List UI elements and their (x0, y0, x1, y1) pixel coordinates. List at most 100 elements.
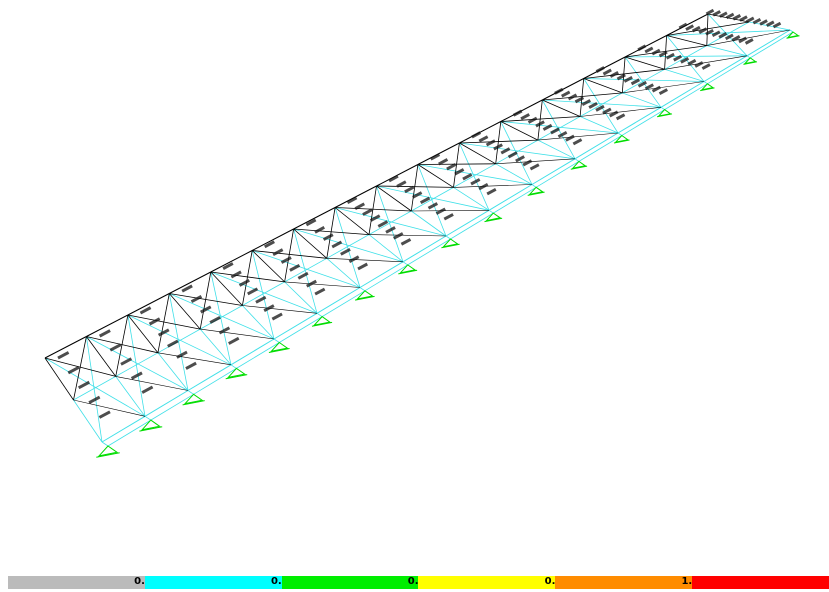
fixed-support-icon[interactable] (355, 290, 375, 301)
top-chord-member[interactable] (44, 336, 87, 359)
transverse-member[interactable] (537, 139, 576, 160)
brace-member[interactable] (334, 207, 361, 288)
diagonal-member[interactable] (495, 158, 576, 165)
brace-member[interactable] (127, 314, 232, 366)
lower-edge-member[interactable] (749, 31, 794, 59)
diagonal-member[interactable] (284, 228, 294, 282)
bottom-chord-member[interactable] (445, 209, 490, 237)
vertical-member[interactable] (101, 441, 109, 447)
bottom-chord-member[interactable] (273, 312, 318, 340)
diagonal-member[interactable] (411, 210, 490, 212)
lower-edge-member[interactable] (193, 368, 237, 395)
vertical-member[interactable] (746, 55, 751, 59)
fixed-support-icon[interactable] (96, 445, 120, 458)
top-chord-member[interactable] (293, 207, 336, 230)
transverse-member[interactable] (706, 45, 748, 57)
bottom-chord-member[interactable] (144, 390, 189, 417)
lower-edge-member[interactable] (236, 342, 280, 369)
vertical-member[interactable] (273, 338, 280, 343)
brace-member[interactable] (293, 228, 404, 263)
transverse-member[interactable] (624, 56, 665, 70)
diagonal-member[interactable] (580, 107, 662, 117)
fixed-support-icon[interactable] (743, 57, 758, 65)
transverse-member[interactable] (44, 357, 74, 401)
mid-chord-member[interactable] (579, 92, 623, 117)
mid-chord-member[interactable] (664, 45, 707, 70)
vertical-member[interactable] (574, 158, 580, 162)
diagonal-member[interactable] (326, 207, 336, 259)
diagonal-member[interactable] (115, 376, 189, 391)
fixed-support-icon[interactable] (311, 315, 333, 327)
lower-edge-member[interactable] (664, 83, 708, 110)
transverse-member[interactable] (127, 314, 159, 354)
lower-edge-member[interactable] (150, 393, 194, 421)
diagonal-member[interactable] (115, 314, 129, 377)
lower-edge-member[interactable] (450, 212, 494, 240)
mid-chord-member[interactable] (284, 257, 327, 283)
transverse-member[interactable] (376, 185, 412, 212)
brace-member[interactable] (707, 13, 748, 57)
bottom-chord-member[interactable] (187, 364, 232, 391)
brace-member[interactable] (251, 250, 275, 340)
lower-edge-member[interactable] (364, 264, 408, 292)
fixed-support-icon[interactable] (786, 31, 800, 39)
top-chord-member[interactable] (666, 13, 709, 36)
fixed-support-icon[interactable] (182, 393, 205, 406)
bottom-chord-member[interactable] (746, 29, 791, 57)
diagonal-member[interactable] (410, 164, 419, 212)
vertical-member[interactable] (402, 261, 408, 266)
bottom-chord-member[interactable] (488, 184, 533, 211)
transverse-member[interactable] (115, 376, 146, 417)
transverse-member[interactable] (579, 116, 619, 134)
brace-member[interactable] (459, 142, 576, 160)
fixed-support-icon[interactable] (225, 367, 248, 380)
transverse-member[interactable] (326, 257, 361, 288)
diagonal-member[interactable] (326, 258, 404, 263)
fixed-support-icon[interactable] (441, 238, 460, 249)
diagonal-member[interactable] (157, 352, 232, 366)
truss-model-view[interactable] (0, 0, 829, 560)
transverse-member[interactable] (453, 187, 490, 211)
vertical-member[interactable] (660, 106, 665, 110)
diagonal-member[interactable] (73, 336, 87, 401)
transverse-member[interactable] (411, 210, 447, 237)
transverse-member[interactable] (293, 228, 328, 259)
transverse-member[interactable] (199, 328, 232, 366)
transverse-member[interactable] (666, 35, 707, 46)
brace-member[interactable] (168, 293, 189, 391)
brace-member[interactable] (210, 271, 232, 365)
brace-member[interactable] (376, 185, 490, 211)
transverse-member[interactable] (168, 293, 201, 330)
brace-member[interactable] (376, 185, 404, 262)
vertical-member[interactable] (617, 132, 623, 136)
top-chord-member[interactable] (583, 56, 626, 79)
transverse-member[interactable] (459, 142, 496, 165)
mid-chord-member[interactable] (411, 187, 454, 212)
transverse-member[interactable] (583, 78, 623, 94)
brace-member[interactable] (417, 164, 533, 185)
fixed-support-icon[interactable] (398, 264, 418, 275)
top-chord-member[interactable] (127, 293, 170, 316)
vertical-member[interactable] (789, 29, 794, 33)
bottom-chord-member[interactable] (316, 287, 361, 314)
brace-member[interactable] (169, 293, 275, 340)
diagonal-member[interactable] (537, 132, 619, 141)
fixed-support-icon[interactable] (657, 108, 673, 118)
brace-member[interactable] (583, 78, 705, 82)
brace-member[interactable] (666, 29, 791, 36)
model-viewport[interactable] (0, 0, 829, 560)
transverse-member[interactable] (86, 336, 117, 377)
mid-chord-member[interactable] (200, 305, 243, 330)
fixed-support-icon[interactable] (700, 83, 715, 92)
brace-member[interactable] (86, 336, 103, 443)
top-chord-member[interactable] (624, 35, 667, 58)
diagonal-member[interactable] (284, 281, 361, 288)
mid-chord-member[interactable] (157, 328, 201, 354)
transverse-member[interactable] (542, 99, 581, 117)
lower-edge-member[interactable] (321, 290, 366, 317)
fixed-support-icon[interactable] (613, 134, 630, 144)
lower-edge-member[interactable] (707, 57, 751, 85)
transverse-member[interactable] (368, 234, 404, 263)
mid-chord-member[interactable] (537, 116, 581, 141)
diagonal-member[interactable] (664, 55, 748, 70)
